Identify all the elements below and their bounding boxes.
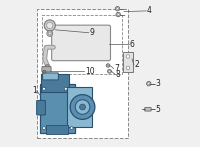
Circle shape: [106, 64, 110, 67]
FancyBboxPatch shape: [46, 126, 68, 134]
Text: 5: 5: [155, 105, 160, 114]
Circle shape: [116, 12, 120, 17]
Circle shape: [80, 104, 85, 110]
FancyBboxPatch shape: [123, 52, 133, 72]
Circle shape: [48, 32, 51, 35]
Circle shape: [64, 87, 67, 90]
Circle shape: [70, 95, 95, 119]
Circle shape: [147, 81, 151, 86]
Text: 3: 3: [155, 79, 160, 88]
FancyBboxPatch shape: [42, 67, 51, 72]
Bar: [42, 15, 122, 74]
Circle shape: [70, 127, 73, 130]
Circle shape: [115, 6, 120, 11]
FancyBboxPatch shape: [145, 108, 151, 111]
Circle shape: [107, 65, 109, 66]
Circle shape: [47, 22, 53, 29]
Text: 4: 4: [147, 6, 151, 15]
Circle shape: [126, 66, 130, 70]
Circle shape: [42, 127, 45, 130]
FancyBboxPatch shape: [41, 74, 69, 92]
Circle shape: [43, 70, 46, 73]
Text: 6: 6: [129, 40, 134, 49]
Circle shape: [47, 31, 53, 36]
FancyBboxPatch shape: [67, 87, 92, 127]
Circle shape: [45, 65, 50, 69]
Circle shape: [126, 55, 130, 58]
Circle shape: [44, 20, 55, 31]
Circle shape: [148, 83, 150, 85]
Bar: [37, 9, 128, 138]
Circle shape: [108, 69, 111, 73]
FancyBboxPatch shape: [52, 25, 110, 61]
Circle shape: [75, 100, 90, 114]
Text: 7: 7: [114, 64, 119, 73]
FancyBboxPatch shape: [43, 73, 58, 80]
Text: 1: 1: [32, 86, 37, 95]
Text: 10: 10: [85, 67, 94, 76]
Circle shape: [117, 14, 119, 16]
Text: 8: 8: [115, 70, 120, 79]
FancyBboxPatch shape: [40, 84, 75, 133]
FancyBboxPatch shape: [37, 100, 45, 115]
Circle shape: [109, 70, 110, 72]
Circle shape: [42, 87, 45, 90]
Text: 9: 9: [89, 28, 94, 37]
Circle shape: [116, 8, 118, 10]
Text: 2: 2: [134, 60, 139, 69]
